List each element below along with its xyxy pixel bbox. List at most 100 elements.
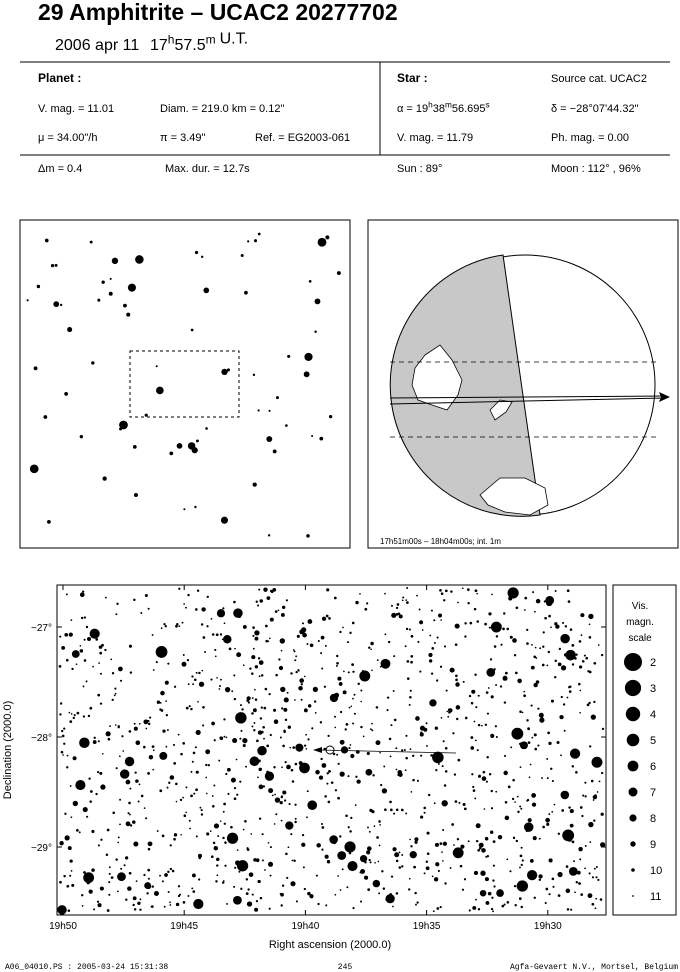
star bbox=[394, 852, 400, 858]
star bbox=[181, 661, 187, 667]
star bbox=[329, 693, 339, 703]
star bbox=[547, 650, 551, 654]
star bbox=[495, 735, 498, 739]
star bbox=[455, 674, 458, 678]
star bbox=[219, 633, 223, 636]
star bbox=[359, 871, 362, 874]
star bbox=[128, 644, 132, 648]
field: Ref. = EG2003-061 bbox=[255, 132, 350, 144]
star bbox=[258, 660, 264, 665]
star bbox=[59, 880, 62, 884]
star bbox=[239, 780, 242, 783]
star bbox=[404, 645, 407, 648]
star bbox=[119, 679, 123, 682]
star bbox=[593, 867, 596, 870]
star bbox=[282, 744, 285, 748]
star bbox=[580, 634, 583, 637]
star bbox=[129, 671, 133, 674]
star bbox=[261, 859, 264, 862]
star bbox=[489, 830, 494, 834]
star bbox=[432, 751, 444, 764]
star bbox=[464, 622, 467, 625]
star bbox=[143, 719, 149, 725]
star bbox=[353, 693, 356, 696]
star bbox=[156, 830, 159, 832]
star bbox=[326, 588, 330, 592]
star bbox=[530, 704, 533, 707]
star bbox=[101, 280, 105, 284]
star bbox=[26, 299, 29, 302]
star bbox=[89, 790, 93, 793]
star bbox=[124, 856, 129, 860]
legend-label: 2 bbox=[650, 657, 656, 669]
star bbox=[210, 678, 213, 681]
star bbox=[535, 657, 538, 659]
star bbox=[555, 624, 560, 629]
star bbox=[360, 700, 362, 703]
star bbox=[228, 647, 232, 651]
star bbox=[139, 908, 142, 911]
field: V. mag. = 11.01 bbox=[38, 103, 114, 115]
star bbox=[86, 881, 90, 885]
star bbox=[232, 737, 238, 744]
star bbox=[477, 694, 480, 697]
star bbox=[263, 737, 265, 740]
star bbox=[436, 907, 440, 910]
legend-dot bbox=[625, 706, 641, 722]
star bbox=[224, 686, 231, 693]
star bbox=[145, 817, 148, 820]
star bbox=[454, 643, 458, 646]
star bbox=[335, 664, 338, 667]
field: Sun : 89° bbox=[397, 163, 442, 175]
star bbox=[483, 808, 486, 810]
star bbox=[109, 725, 111, 728]
star bbox=[268, 692, 271, 696]
star bbox=[526, 800, 528, 802]
star bbox=[334, 789, 338, 792]
globe-panel bbox=[367, 219, 679, 549]
star bbox=[439, 906, 442, 909]
star bbox=[223, 718, 226, 721]
star bbox=[352, 670, 355, 673]
star bbox=[380, 658, 391, 669]
star bbox=[105, 731, 111, 737]
finder-panel bbox=[19, 219, 351, 549]
star bbox=[282, 790, 287, 795]
star bbox=[336, 271, 341, 275]
star bbox=[119, 427, 122, 431]
star bbox=[283, 697, 289, 703]
star bbox=[245, 765, 248, 768]
star bbox=[140, 794, 144, 798]
star bbox=[414, 837, 419, 842]
star bbox=[423, 806, 427, 810]
star bbox=[519, 710, 522, 713]
star bbox=[415, 716, 420, 721]
star bbox=[264, 771, 275, 781]
star bbox=[485, 691, 489, 694]
star bbox=[371, 722, 373, 725]
star bbox=[521, 859, 524, 862]
star bbox=[381, 788, 388, 794]
star bbox=[265, 639, 268, 643]
star bbox=[215, 633, 219, 637]
star bbox=[529, 819, 532, 822]
star bbox=[441, 851, 443, 853]
star bbox=[308, 279, 312, 283]
star bbox=[167, 662, 170, 665]
star bbox=[395, 859, 399, 863]
star bbox=[408, 877, 411, 880]
star bbox=[203, 287, 210, 294]
star bbox=[579, 858, 582, 861]
star bbox=[511, 797, 515, 801]
star bbox=[285, 424, 288, 427]
star bbox=[484, 723, 488, 726]
star bbox=[349, 631, 352, 635]
star bbox=[176, 442, 183, 449]
star bbox=[365, 768, 373, 776]
star bbox=[561, 809, 565, 812]
star bbox=[193, 898, 204, 910]
star bbox=[543, 600, 547, 603]
star bbox=[223, 802, 226, 806]
star bbox=[379, 824, 381, 826]
star bbox=[233, 697, 237, 701]
